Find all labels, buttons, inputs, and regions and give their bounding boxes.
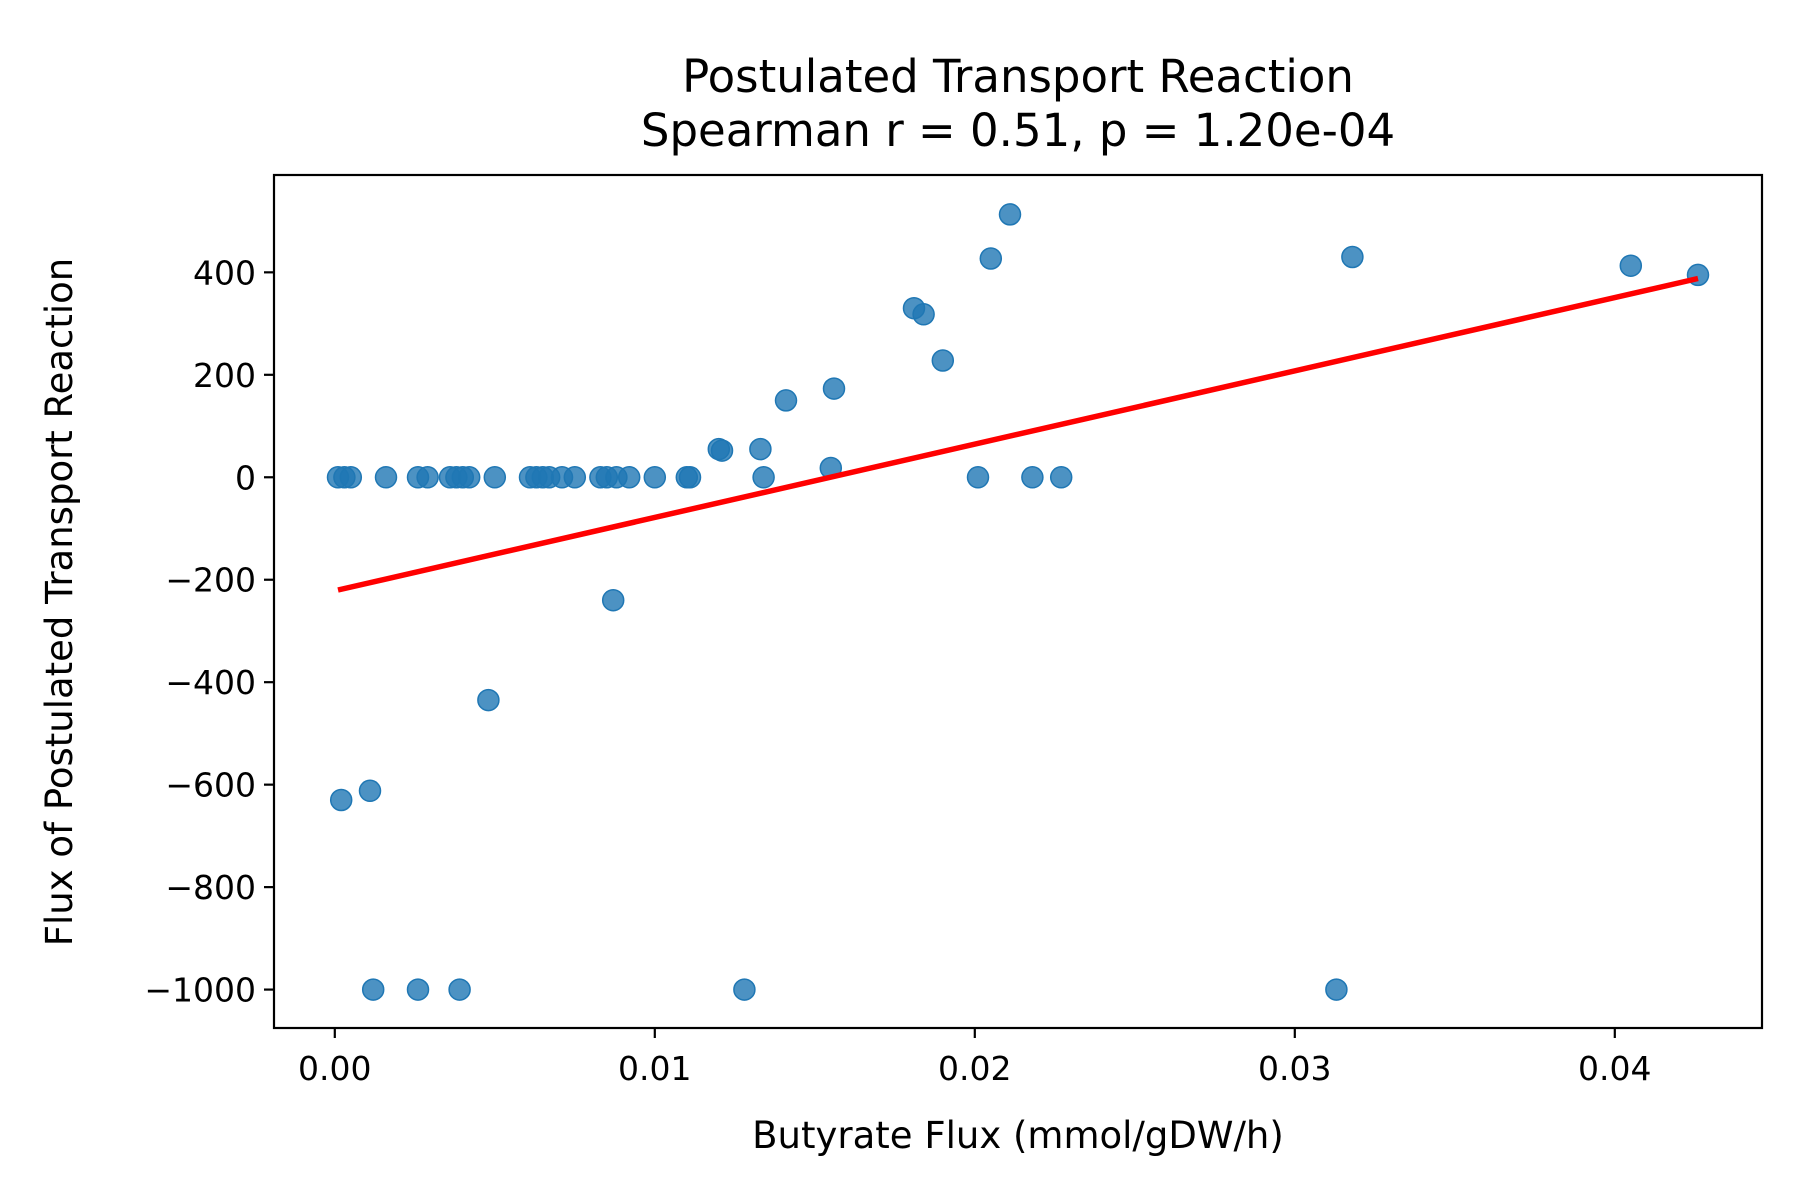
data-point-27 — [1049, 466, 1073, 489]
data-point-48 — [448, 978, 471, 1001]
data-point-36 — [931, 349, 955, 372]
x-tick-label-4: 0.04 — [1578, 1049, 1651, 1088]
y-tick-label-6: −800 — [165, 868, 256, 907]
data-point-43 — [477, 688, 500, 712]
data-point-3 — [374, 466, 398, 489]
x-axis: 0.00 0.01 0.02 0.03 0.04 — [298, 1028, 1652, 1088]
data-point-38 — [998, 203, 1022, 226]
y-tick-label-0: 400 — [193, 253, 256, 292]
data-point-20 — [617, 466, 641, 489]
x-tick-label-2: 0.02 — [938, 1049, 1011, 1088]
data-point-24 — [752, 466, 775, 489]
y-tick-label-2: 0 — [235, 458, 256, 497]
data-point-23 — [678, 466, 702, 489]
y-tick-label-4: −400 — [165, 663, 256, 702]
points-layer — [326, 203, 1710, 1001]
y-axis: 400 200 0 −200 −400 −600 −800 −1000 — [144, 253, 274, 1010]
data-point-32 — [822, 377, 846, 400]
data-point-31 — [774, 389, 798, 412]
plot-area — [272, 173, 1764, 1030]
data-point-35 — [912, 303, 935, 326]
data-point-37 — [979, 247, 1003, 270]
data-point-47 — [406, 978, 430, 1001]
data-point-40 — [1619, 254, 1643, 277]
data-point-16 — [563, 466, 587, 489]
x-tick-label-0: 0.00 — [298, 1049, 371, 1088]
regression-line — [337, 275, 1699, 593]
data-point-9 — [457, 466, 481, 489]
y-tick-label-3: −200 — [165, 561, 256, 600]
data-point-25 — [966, 466, 990, 489]
data-point-26 — [1021, 466, 1044, 489]
axes-frame — [272, 173, 1764, 1030]
y-tick-label-7: −1000 — [144, 971, 256, 1010]
x-tick-label-3: 0.03 — [1258, 1049, 1331, 1088]
data-point-46 — [361, 978, 385, 1001]
chart-title: Postulated Transport Reaction — [682, 50, 1354, 103]
y-tick-label-5: −600 — [165, 766, 256, 805]
data-point-21 — [643, 466, 667, 489]
data-point-5 — [416, 466, 439, 489]
data-point-45 — [358, 779, 382, 803]
data-point-2 — [339, 466, 363, 489]
data-point-30 — [749, 437, 772, 461]
data-point-50 — [1325, 978, 1348, 1001]
data-point-44 — [329, 788, 353, 812]
data-point-49 — [733, 978, 756, 1001]
data-point-10 — [483, 466, 507, 489]
x-axis-label: Butyrate Flux (mmol/gDW/h) — [752, 1114, 1284, 1157]
data-point-42 — [601, 588, 625, 612]
y-axis-label: Flux of Postulated Transport Reaction — [38, 258, 81, 947]
chart-subtitle: Spearman r = 0.51, p = 1.20e-04 — [641, 104, 1395, 157]
x-tick-label-1: 0.01 — [618, 1049, 691, 1088]
data-point-29 — [710, 439, 734, 462]
data-point-39 — [1341, 245, 1364, 269]
y-tick-label-1: 200 — [193, 356, 256, 395]
